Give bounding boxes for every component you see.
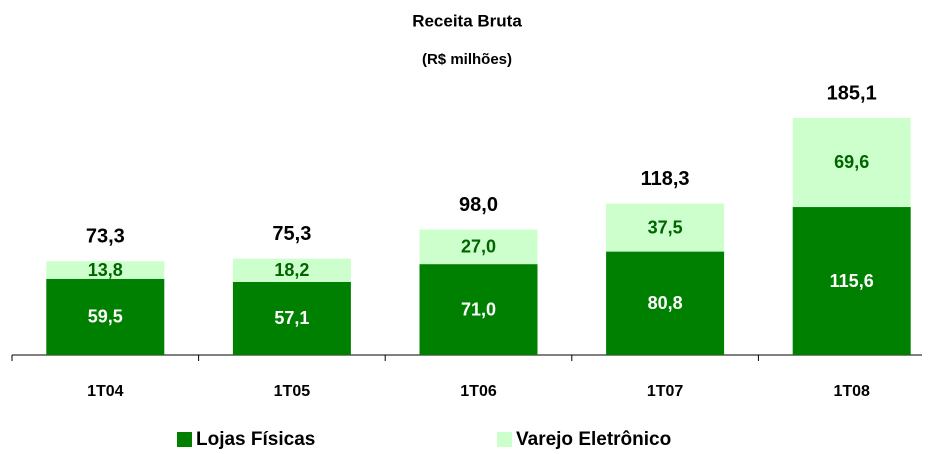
total-label: 98,0 <box>459 194 498 216</box>
value-label: 18,2 <box>274 260 309 280</box>
value-label: 71,0 <box>461 299 496 319</box>
chart-subtitle: (R$ milhões) <box>422 51 512 68</box>
legend-swatch <box>177 432 192 447</box>
total-label: 118,3 <box>641 168 690 190</box>
bar-segment <box>232 258 351 282</box>
bar-segment <box>232 281 351 355</box>
legend-swatch <box>497 432 512 447</box>
value-label: 80,8 <box>648 293 683 313</box>
x-tick-label: 1T08 <box>833 383 870 400</box>
value-label: 69,6 <box>834 152 869 172</box>
bar-segment <box>419 264 538 355</box>
bar-segment <box>46 278 165 355</box>
x-tick-label: 1T04 <box>87 383 124 400</box>
total-label: 75,3 <box>272 223 311 245</box>
value-label: 27,0 <box>461 237 496 257</box>
value-label: 37,5 <box>648 217 683 237</box>
value-label: 59,5 <box>88 307 123 327</box>
chart-title: Receita Bruta <box>412 11 522 30</box>
bar-segment <box>792 117 911 208</box>
x-tick-label: 1T06 <box>460 383 497 400</box>
value-label: 115,6 <box>830 271 874 291</box>
bar-segment <box>419 229 538 265</box>
bar-segment <box>606 251 725 355</box>
total-label: 185,1 <box>827 82 877 104</box>
legend-label: Varejo Eletrônico <box>516 429 671 450</box>
bar-segment <box>606 203 725 252</box>
total-label: 73,3 <box>86 225 125 247</box>
x-tick-label: 1T05 <box>274 383 311 400</box>
legend-label: Lojas Físicas <box>196 429 315 450</box>
bar-segment <box>46 261 165 279</box>
value-label: 57,1 <box>274 308 309 328</box>
bar-segment <box>792 207 911 355</box>
value-label: 13,8 <box>88 260 123 280</box>
x-tick-label: 1T07 <box>647 383 684 400</box>
